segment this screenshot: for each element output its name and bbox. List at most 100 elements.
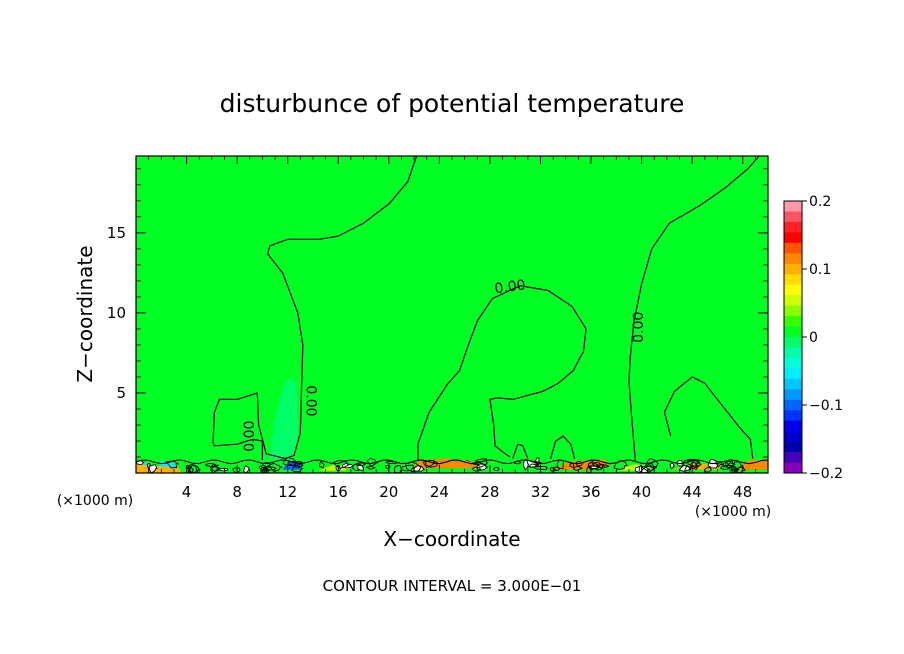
colorbar-swatch [784,211,802,223]
x-tick-label: 32 [531,483,550,501]
contour-line [550,435,576,459]
x-tick-label: 20 [379,483,398,501]
colorbar-swatch [784,431,802,443]
contour-label: 0.00 [631,312,647,343]
colorbar-swatch [784,232,802,244]
colorbar-swatch [784,326,802,338]
surface-contour [357,464,364,472]
contour-label: 0.00 [242,421,258,452]
colorbar-swatch [784,221,802,233]
contour-labels: 0.00 0.00 0.00 0.00 [242,277,647,452]
colorbar-swatch [784,337,802,348]
contour-label: 0.00 [302,385,318,416]
surface-contour [394,465,403,474]
contour-line [512,443,529,459]
colorbar-swatch [784,253,802,265]
contour-line [663,376,754,459]
surface-contour [471,466,482,472]
surface-contour [422,459,436,468]
colorbar-swatch [784,357,802,369]
colorbar-swatch [784,242,802,254]
surface-contour [493,466,500,472]
colorbar-swatch [784,316,802,328]
surface-contour [294,461,304,468]
surface-contour [262,466,271,474]
colorbar-swatch [784,441,802,453]
shaded-region [736,459,768,470]
contour-line [417,285,587,461]
chart-title: disturbunce of potential temperature [220,89,685,118]
colorbar [783,200,803,474]
surface-contour [205,463,219,468]
colorbar-swatch [784,263,802,275]
y-tick-label: 15 [107,224,126,242]
surface-contour [725,460,736,469]
colorbar-tick-label: −0.2 [809,466,843,482]
contour-lines [212,155,760,461]
surface-contour [210,464,219,474]
colorbar-swatch [784,420,802,432]
surface-contour [587,461,602,470]
colorbar-tick-label: −0.1 [809,398,843,414]
surface-contour [405,461,422,473]
colorbar-swatch [784,378,802,390]
x-tick-label: 8 [232,483,242,501]
contour-line [212,155,418,461]
surface-contour [385,460,399,465]
x-tick-label: 28 [480,483,499,501]
surface-contour [528,463,539,468]
colorbar-swatch [784,347,802,359]
surface-contour [232,467,242,474]
contour-label: 0.00 [494,277,527,297]
surface-layer [135,457,769,474]
x-axis: 4 8 12 16 20 24 28 32 36 40 44 48 [148,156,756,501]
surface-contour [148,464,158,474]
colorbar-ticks: 0.2 0.1 0 −0.1 −0.2 [802,194,843,482]
surface-contour [731,466,738,474]
y-axis: 5 10 15 [107,168,768,458]
surface-contour [258,464,269,472]
x-axis-unit-left: (×1000 m) [57,493,133,509]
surface-contour [187,463,198,474]
surface-contour [643,462,658,472]
surface-contour [332,460,351,469]
colorbar-swatch [784,274,802,286]
y-tick-label: 10 [107,304,126,322]
surface-contour [188,467,194,474]
surface-contour [474,458,489,468]
x-tick-label: 24 [430,483,449,501]
surface-contour [551,466,561,472]
x-tick-label: 48 [733,483,752,501]
surface-contour [319,459,326,469]
surface-contour [165,460,180,469]
y-axis-label: Z−coordinate [73,245,97,382]
surface-contour [572,466,583,471]
colorbar-swatch [784,462,802,474]
colorbar-tick-label: 0.2 [809,194,831,210]
colorbar-swatch [784,389,802,401]
surface-contour [365,465,377,470]
x-tick-label: 16 [329,483,348,501]
surface-contour [575,460,584,467]
contour-interval-note: CONTOUR INTERVAL = 3.000E−01 [323,577,582,595]
surface-boundary-line [135,459,769,465]
x-tick-label: 40 [632,483,651,501]
x-tick-label: 12 [278,483,297,501]
colorbar-swatch [784,410,802,422]
y-tick-label: 5 [116,384,126,402]
colorbar-tick-label: 0 [809,330,818,346]
field-background [136,156,768,473]
contour-line [628,155,760,461]
colorbar-swatch [784,399,802,411]
x-axis-unit-right: (×1000 m) [695,504,771,520]
colorbar-swatch [784,201,802,212]
surface-contour [267,462,283,473]
x-tick-label: 4 [182,483,192,501]
colorbar-swatch [784,284,802,296]
surface-contour [219,467,229,472]
colorbar-swatch [784,452,802,464]
surface-contour [355,462,366,466]
surface-contour [290,463,304,473]
colorbar-swatch [784,368,802,380]
